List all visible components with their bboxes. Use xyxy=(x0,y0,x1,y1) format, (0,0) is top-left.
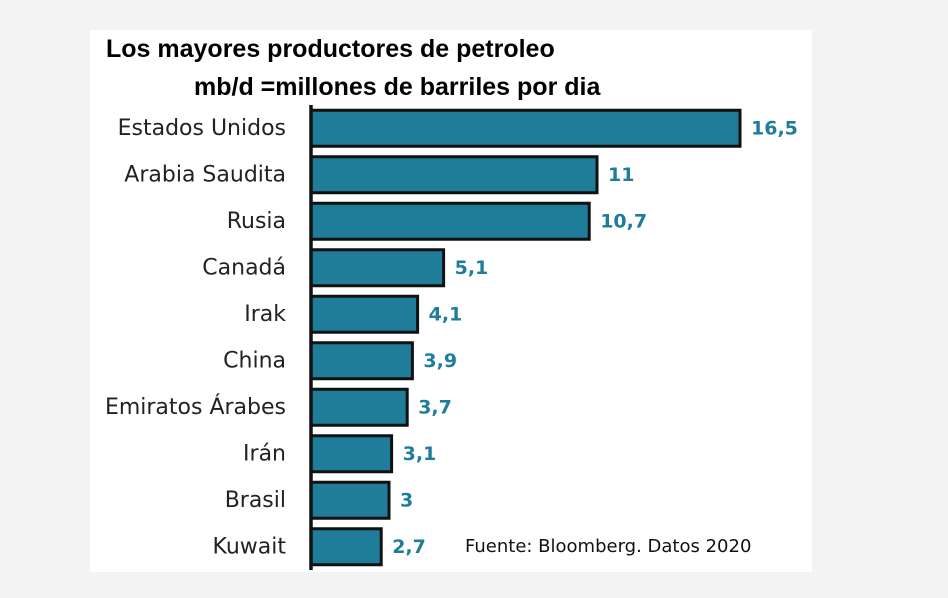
value-label: 11 xyxy=(608,164,634,186)
bar xyxy=(309,527,383,567)
bar xyxy=(309,387,409,427)
bar xyxy=(309,108,742,148)
chart-title: Los mayores productores de petroleo xyxy=(106,35,555,63)
bar xyxy=(309,480,391,520)
bar xyxy=(309,434,394,474)
category-label: Estados Unidos xyxy=(118,116,286,141)
category-label: China xyxy=(223,348,286,373)
category-label: Irán xyxy=(243,441,286,466)
category-label: Rusia xyxy=(227,209,286,234)
chart-subtitle: mb/d =millones de barriles por dia xyxy=(194,73,601,101)
bar xyxy=(309,294,420,334)
category-label: Kuwait xyxy=(213,534,287,559)
category-label: Arabia Saudita xyxy=(124,162,286,187)
bar xyxy=(309,201,591,241)
value-label: 2,7 xyxy=(392,536,426,558)
category-label: Emiratos Árabes xyxy=(105,394,286,420)
category-label: Canadá xyxy=(202,255,286,280)
value-label: 3,1 xyxy=(403,443,437,465)
value-label: 3,7 xyxy=(418,396,452,418)
bar xyxy=(309,341,414,381)
bar xyxy=(309,248,446,288)
value-label: 10,7 xyxy=(600,210,647,232)
value-label: 4,1 xyxy=(429,303,463,325)
bar xyxy=(309,155,599,195)
category-label: Brasil xyxy=(225,488,286,513)
category-label: Irak xyxy=(244,302,286,327)
value-label: 3 xyxy=(400,489,413,511)
value-label: 3,9 xyxy=(423,350,457,372)
value-label: 5,1 xyxy=(455,257,489,279)
source-note: Fuente: Bloomberg. Datos 2020 xyxy=(465,536,752,557)
value-label: 16,5 xyxy=(751,117,798,139)
